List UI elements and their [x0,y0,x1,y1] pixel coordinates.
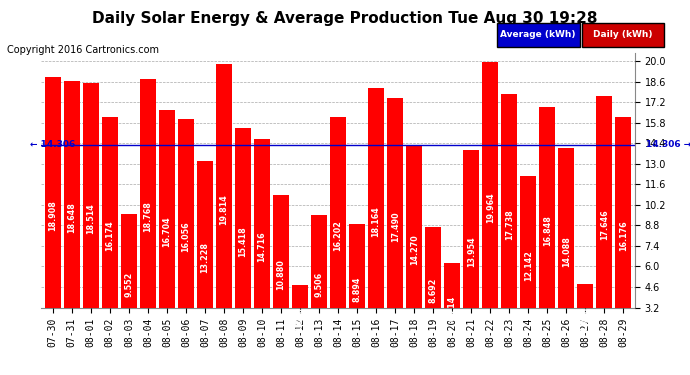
Bar [273,195,289,354]
Bar [558,148,574,354]
Bar [425,227,442,354]
Text: 8.894: 8.894 [353,276,362,302]
Bar [216,64,232,354]
Bar [539,108,555,354]
Bar [387,98,403,354]
Bar [596,96,613,354]
Text: 4.710: 4.710 [295,308,304,333]
Bar [578,284,593,354]
Text: 16.176: 16.176 [619,220,628,251]
Bar [520,177,536,354]
Bar [254,139,270,354]
Text: 14.088: 14.088 [562,236,571,267]
Text: 17.738: 17.738 [505,209,514,240]
Text: 9.552: 9.552 [124,272,133,297]
Text: 17.646: 17.646 [600,210,609,240]
Text: 18.648: 18.648 [68,202,77,233]
Text: 14.306 →: 14.306 → [647,140,690,149]
Text: 16.202: 16.202 [333,220,343,251]
Text: 18.908: 18.908 [48,200,57,231]
Bar [292,285,308,354]
Text: 15.418: 15.418 [239,226,248,257]
Text: 16.704: 16.704 [162,217,171,247]
Text: Daily (kWh): Daily (kWh) [593,30,653,39]
Text: 17.490: 17.490 [391,211,400,242]
Bar [615,117,631,354]
Bar [311,215,327,354]
Bar [368,88,384,354]
Bar [159,110,175,354]
Text: Daily Solar Energy & Average Production Tue Aug 30 19:28: Daily Solar Energy & Average Production … [92,11,598,26]
Bar [235,129,251,354]
Bar [140,80,156,354]
Text: 16.174: 16.174 [106,220,115,251]
Bar [444,263,460,354]
Bar [83,83,99,354]
Text: 8.692: 8.692 [428,278,437,303]
Text: 13.228: 13.228 [201,242,210,273]
Bar [102,117,118,354]
Bar [406,145,422,354]
Bar [121,214,137,354]
Text: 14.270: 14.270 [410,234,419,265]
Text: 13.954: 13.954 [466,237,475,267]
Bar [349,224,365,354]
Text: ← 14.306: ← 14.306 [30,140,75,149]
Bar [197,160,213,354]
Text: 18.768: 18.768 [144,201,152,232]
Text: Copyright 2016 Cartronics.com: Copyright 2016 Cartronics.com [7,45,159,55]
Text: 9.506: 9.506 [315,272,324,297]
Text: 10.880: 10.880 [277,259,286,290]
Bar [330,117,346,354]
Bar [63,81,80,354]
Text: 6.214: 6.214 [448,296,457,321]
Bar [482,62,498,354]
Text: 19.814: 19.814 [219,194,228,225]
Text: 12.142: 12.142 [524,250,533,281]
Bar [463,150,480,354]
Text: 14.716: 14.716 [257,231,266,262]
Bar [501,94,518,354]
Text: 4.788: 4.788 [581,307,590,332]
Text: 18.164: 18.164 [372,206,381,237]
Text: 18.514: 18.514 [86,203,95,234]
Bar [178,119,194,354]
Text: Average (kWh): Average (kWh) [500,30,576,39]
Text: 16.056: 16.056 [181,221,190,252]
Bar [45,77,61,354]
Text: 16.848: 16.848 [543,216,552,246]
Text: 19.964: 19.964 [486,193,495,224]
